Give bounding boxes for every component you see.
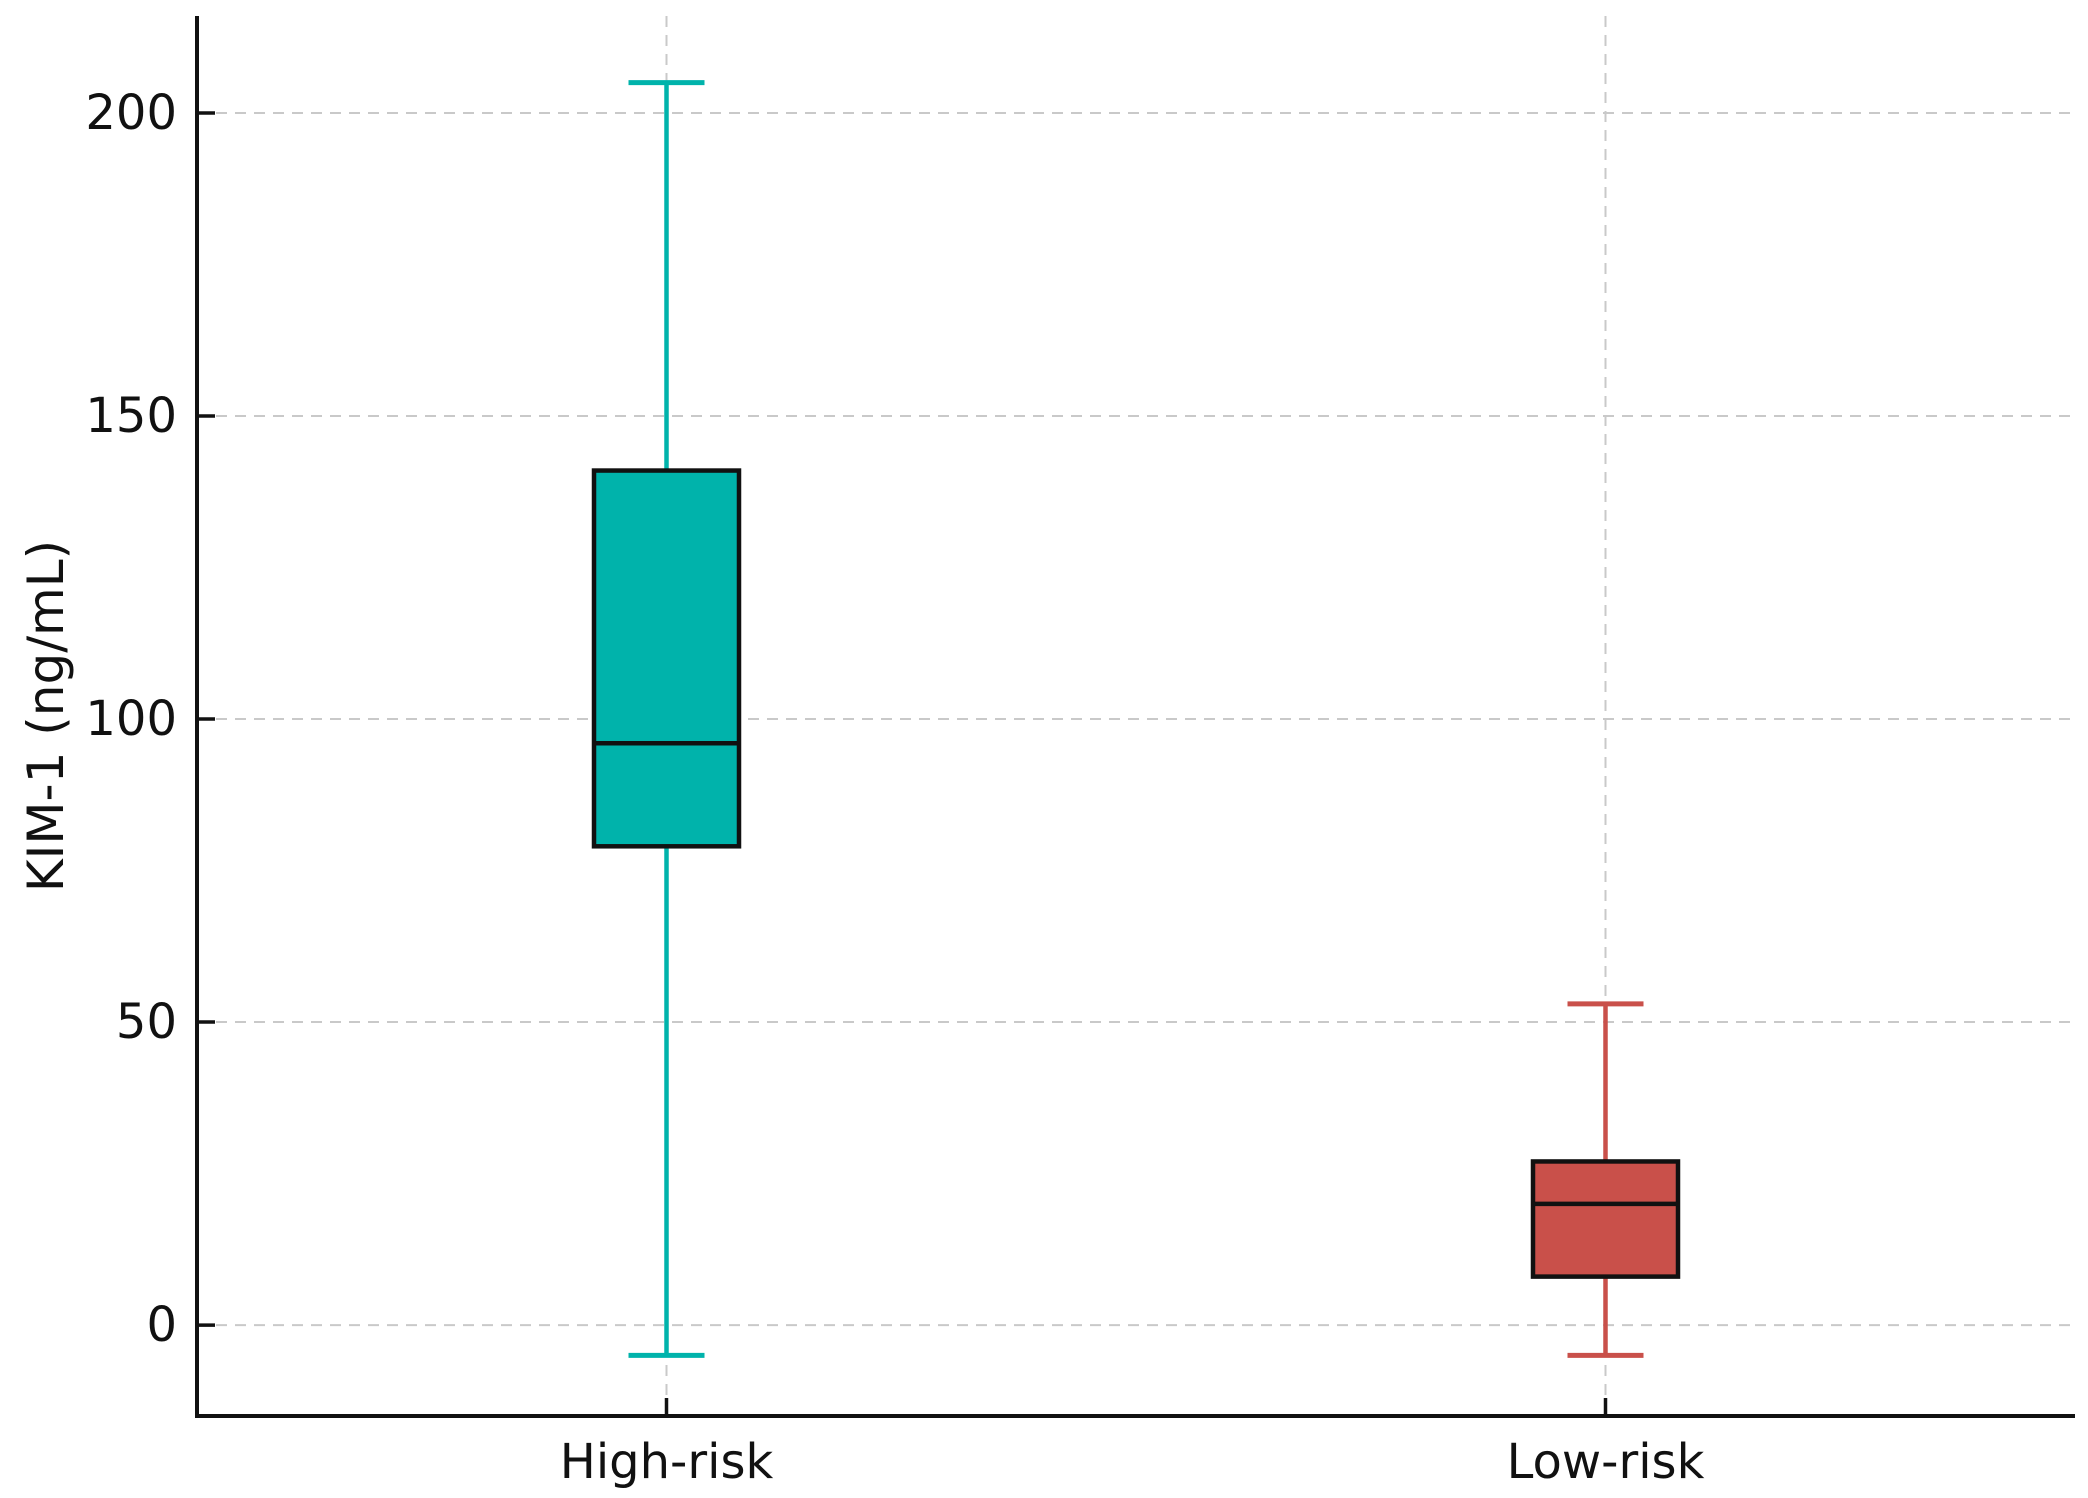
label-layer: 0 50 100 150 200 High-risk Low-risk KIM-1 (ng/m… (17, 85, 1705, 1490)
grid-layer (197, 16, 2075, 1416)
box-low-risk (1530, 1159, 1681, 1279)
y-axis-title: KIM-1 (ng/mL) (17, 540, 75, 892)
y-tick-label-150: 150 (85, 388, 177, 444)
box-layer (591, 80, 1681, 1358)
y-tick-label-50: 50 (116, 994, 177, 1050)
axis-layer (195, 16, 2075, 1418)
y-tick-label-100: 100 (85, 691, 177, 747)
y-tick-label-0: 0 (146, 1297, 177, 1353)
x-category-label-low-risk: Low-risk (1507, 1434, 1705, 1490)
box-high-risk (591, 468, 742, 849)
x-category-label-high-risk: High-risk (560, 1434, 774, 1490)
y-tick-label-200: 200 (85, 85, 177, 141)
